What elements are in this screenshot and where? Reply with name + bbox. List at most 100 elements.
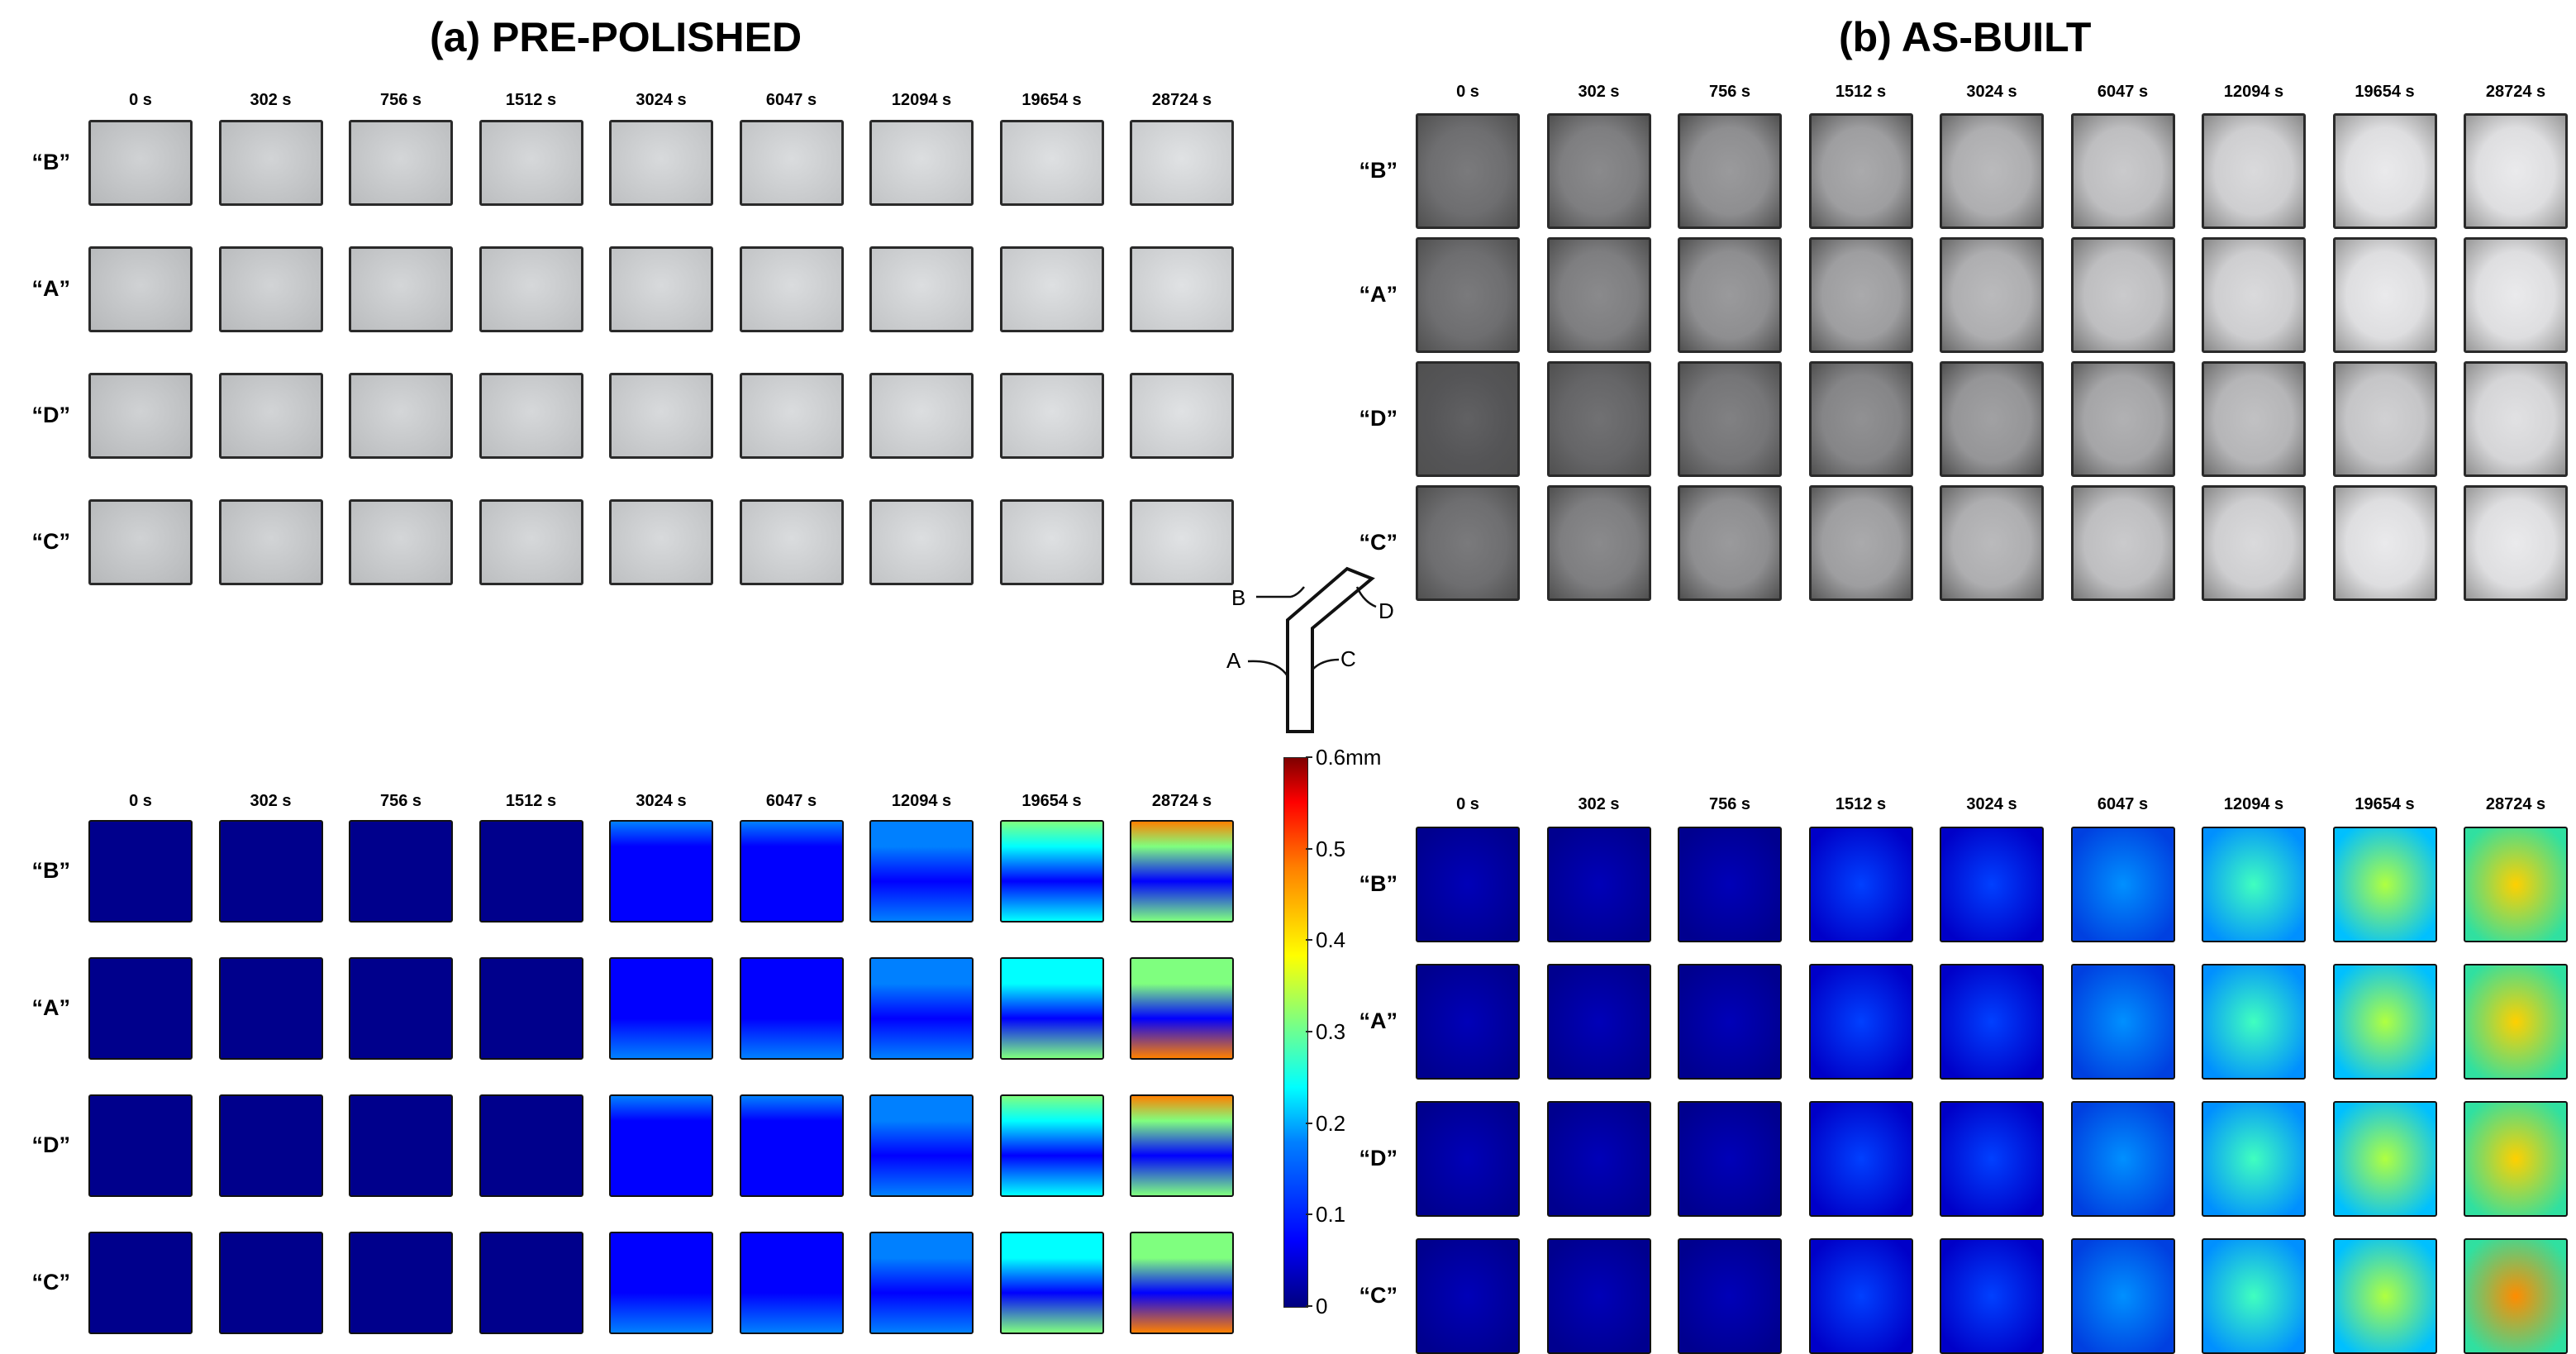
time-label: 12094 s [891, 792, 952, 810]
specimen-photo [1808, 485, 1913, 601]
specimen-heatmap [1546, 1238, 1651, 1354]
specimen-photo [88, 120, 193, 206]
specimen-photo [869, 499, 974, 585]
time-label: 3024 s [636, 792, 687, 810]
specimen-heatmap [2332, 1101, 2437, 1217]
specimen-heatmap [2202, 964, 2306, 1080]
specimen-photo [1808, 361, 1913, 477]
specimen-heatmap [1130, 957, 1234, 1060]
specimen-photo [1940, 113, 2044, 229]
part-outline [1286, 566, 1375, 733]
row-label: “A” [1359, 282, 1398, 307]
colorbar-tick-mark [1306, 847, 1312, 850]
specimen-heatmap [1808, 1238, 1913, 1354]
specimen-heatmap [2202, 1101, 2306, 1217]
specimen-heatmap [88, 1232, 193, 1334]
time-label: 302 s [250, 792, 292, 810]
specimen-photo [1678, 361, 1782, 477]
specimen-photo [479, 373, 583, 459]
specimen-heatmap [1130, 1232, 1234, 1334]
specimen-heatmap [1808, 827, 1913, 942]
time-label: 1512 s [505, 792, 557, 810]
specimen-photo [349, 120, 453, 206]
specimen-heatmap [869, 1094, 974, 1197]
specimen-photo [999, 120, 1104, 206]
specimen-photo [1546, 237, 1651, 353]
specimen-photo [2464, 237, 2568, 353]
row-label: “A” [31, 995, 71, 1020]
specimen-photo [2332, 237, 2437, 353]
time-label: 6047 s [2097, 83, 2149, 101]
row-label: “C” [1359, 530, 1398, 555]
time-label: 28724 s [2485, 83, 2546, 101]
specimen-heatmap [609, 820, 713, 923]
specimen-heatmap [479, 1232, 583, 1334]
specimen-photo [2332, 485, 2437, 601]
specimen-heatmap [1416, 1238, 1520, 1354]
specimen-photo [349, 373, 453, 459]
specimen-photo [479, 120, 583, 206]
time-label: 28724 s [1151, 91, 1212, 109]
specimen-photo [609, 120, 713, 206]
specimen-photo [479, 246, 583, 332]
time-label: 0 s [1456, 795, 1479, 813]
specimen-heatmap [2070, 1238, 2175, 1354]
specimen-heatmap [2070, 827, 2175, 942]
time-label: 3024 s [1966, 83, 2017, 101]
colorbar-tick-mark [1306, 939, 1312, 942]
specimen-heatmap [88, 1094, 193, 1197]
specimen-heatmap [999, 1094, 1104, 1197]
time-label: 1512 s [1835, 83, 1887, 101]
specimen-photo [739, 499, 844, 585]
row-label: “D” [1359, 1146, 1398, 1170]
specimen-heatmap [1546, 964, 1651, 1080]
specimen-heatmap [1678, 1101, 1782, 1217]
time-label: 6047 s [765, 792, 817, 810]
colorbar-tick-mark [1306, 756, 1312, 758]
time-label: 756 s [1708, 795, 1751, 813]
specimen-photo [1546, 485, 1651, 601]
specimen-photo [1130, 120, 1234, 206]
specimen-photo [1808, 113, 1913, 229]
specimen-heatmap [479, 820, 583, 923]
colorbar-tick-mark [1306, 1213, 1312, 1216]
specimen-photo [2464, 485, 2568, 601]
time-label: 0 s [129, 792, 152, 810]
specimen-heatmap [1416, 827, 1520, 942]
panel-title-right: (b) AS-BUILT [1839, 14, 2092, 60]
specimen-heatmap [349, 1232, 453, 1334]
specimen-heatmap [1130, 820, 1234, 923]
specimen-photo [349, 499, 453, 585]
specimen-photo [1808, 237, 1913, 353]
specimen-photo [1546, 113, 1651, 229]
time-label: 19654 s [1021, 91, 1082, 109]
specimen-photo [739, 120, 844, 206]
specimen-heatmap [999, 820, 1104, 923]
specimen-heatmap [739, 1232, 844, 1334]
specimen-photo [2070, 237, 2175, 353]
specimen-heatmap [1546, 827, 1651, 942]
time-label: 19654 s [2355, 83, 2415, 101]
specimen-heatmap [479, 957, 583, 1060]
row-label: “A” [1359, 1008, 1398, 1033]
specimen-photo [869, 246, 974, 332]
specimen-heatmap [1678, 1238, 1782, 1354]
specimen-heatmap [1678, 827, 1782, 942]
specimen-heatmap [869, 957, 974, 1060]
time-label: 1512 s [1835, 795, 1887, 813]
time-label: 6047 s [2097, 795, 2149, 813]
specimen-photo [739, 373, 844, 459]
specimen-heatmap [2202, 1238, 2306, 1354]
specimen-heatmap [218, 1094, 323, 1197]
specimen-photo [609, 373, 713, 459]
colorbar-tick-label: 0.2 [1316, 1110, 1346, 1136]
specimen-heatmap [479, 1094, 583, 1197]
specimen-photo [1940, 361, 2044, 477]
specimen-heatmap [218, 957, 323, 1060]
time-label: 302 s [1578, 83, 1620, 101]
specimen-photo [999, 373, 1104, 459]
specimen-photo [88, 246, 193, 332]
row-label: “D” [31, 403, 71, 427]
specimen-heatmap [349, 1094, 453, 1197]
specimen-heatmap [609, 1232, 713, 1334]
